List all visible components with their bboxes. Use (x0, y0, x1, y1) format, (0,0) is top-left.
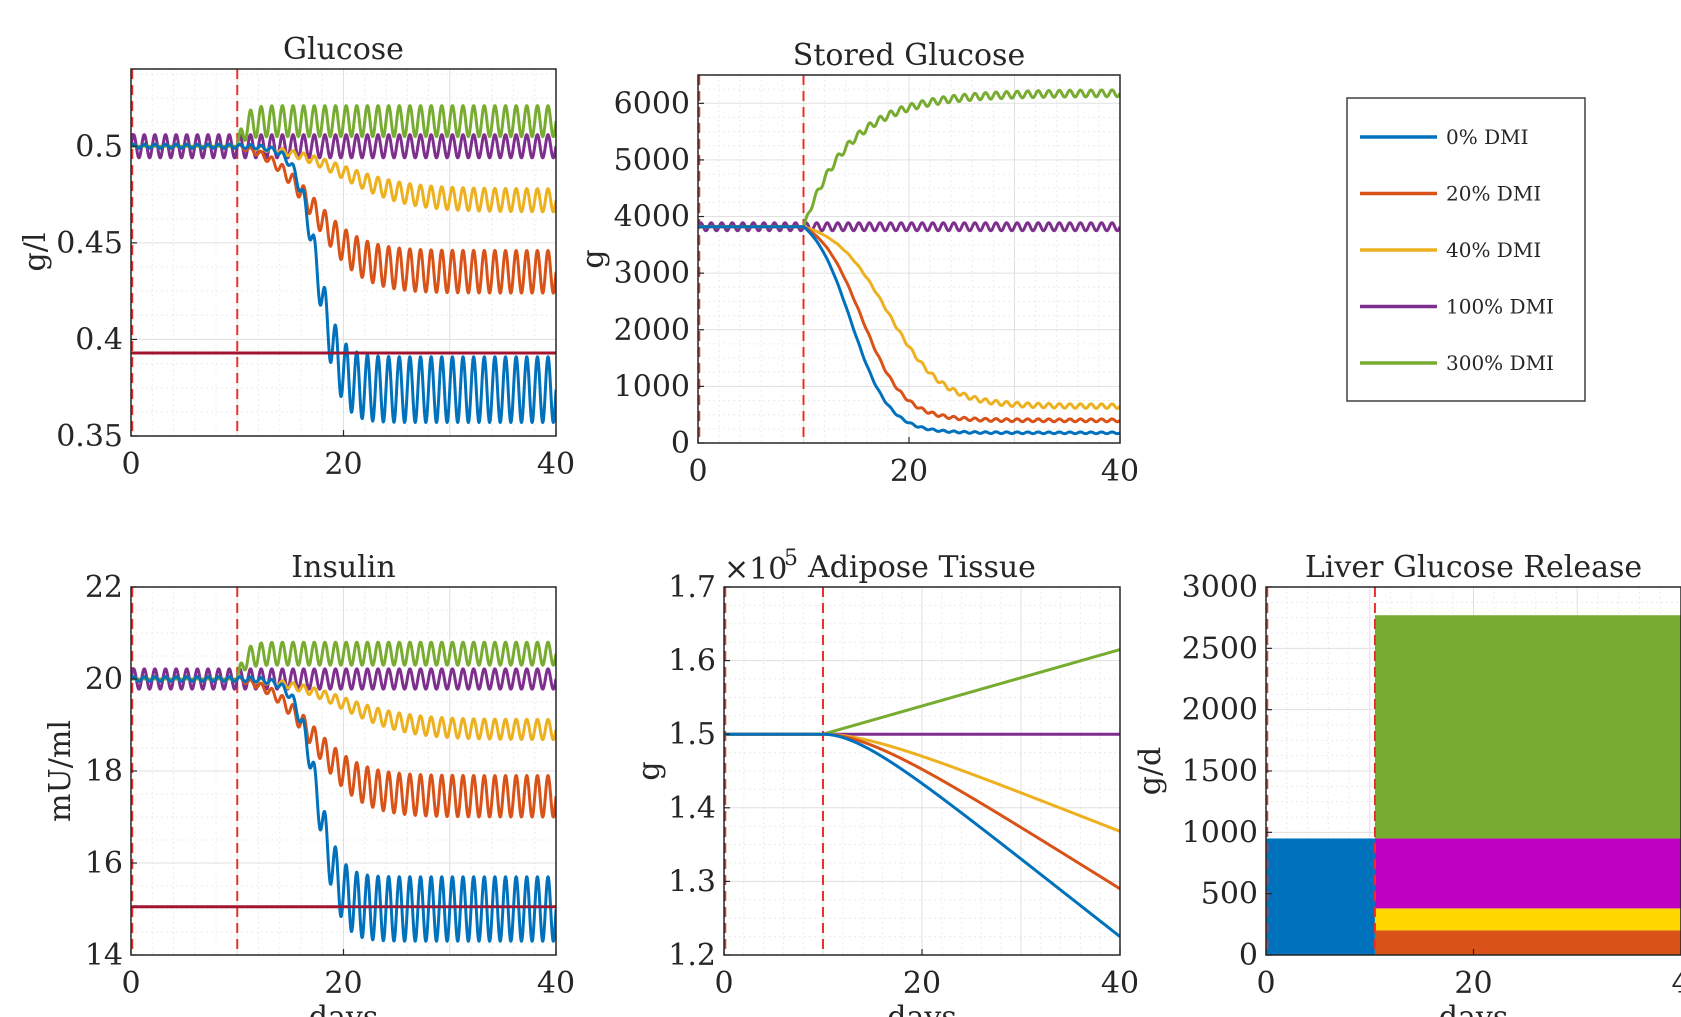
y-tick-label: 1.3 (668, 864, 716, 899)
panel-insulin: Insulin 0 20 40 14 16 18 20 22 days mU/ml (43, 550, 575, 1017)
y-tick-label: 500 (1201, 877, 1258, 912)
plot-content (1266, 587, 1681, 955)
x-tick-label: 40 (537, 447, 575, 482)
legend-label: 300% DMI (1446, 351, 1554, 375)
plot-content (131, 587, 556, 955)
x-tick-label: 0 (121, 447, 140, 482)
legend-label: 40% DMI (1446, 238, 1541, 262)
x-tick-label: 0 (1256, 966, 1275, 1001)
panel-glucose: Glucose 0 20 40 0.35 0.4 0.45 0.5 g/l (18, 32, 575, 482)
plot-content (724, 587, 1120, 955)
legend-items: 0% DMI 20% DMI 40% DMI 100% DMI 300% DMI (1360, 125, 1554, 375)
y-tick-label: 0 (671, 426, 690, 461)
y-tick-label: 2000 (614, 313, 690, 348)
y-tick-label: 0.5 (75, 129, 123, 164)
x-tick-label: 20 (1454, 966, 1492, 1001)
legend-label: 100% DMI (1446, 295, 1554, 319)
x-axis-label: days (1439, 1000, 1508, 1017)
chart-title: Glucose (283, 32, 404, 67)
legend-label: 20% DMI (1446, 182, 1541, 206)
area-band-0 (1374, 930, 1681, 955)
x-tick-label: 20 (324, 966, 362, 1001)
series-line-100-dmi (131, 133, 556, 160)
legend: 0% DMI 20% DMI 40% DMI 100% DMI 300% DMI (1346, 97, 1586, 402)
plot-content (131, 69, 556, 436)
chart-title: Insulin (291, 550, 395, 585)
series-line-0-dmi (724, 732, 1120, 938)
y-axis-label: g/l (18, 233, 53, 272)
series-line-100-dmi (131, 667, 556, 691)
y-tick-label: 3000 (614, 256, 690, 291)
y-tick-label: 0.45 (56, 226, 123, 261)
y-tick-label: 0.4 (75, 322, 123, 357)
y-exponent-label: ×10 (724, 552, 787, 587)
x-tick-label: 20 (324, 447, 362, 482)
x-axis-label: days (887, 1000, 956, 1017)
x-tick-label: 20 (903, 966, 941, 1001)
y-tick-label: 2000 (1182, 693, 1258, 728)
x-axis-label: days (309, 1000, 378, 1017)
y-tick-label: 1.2 (668, 938, 716, 973)
x-tick-label: 40 (537, 966, 575, 1001)
x-tick-label: 0 (121, 966, 140, 1001)
legend-label: 0% DMI (1446, 125, 1529, 149)
y-tick-label: 1.5 (668, 717, 716, 752)
y-tick-label: 1.4 (668, 791, 716, 826)
x-tick-label: 0 (714, 966, 733, 1001)
area-before-intervention (1266, 838, 1375, 955)
y-tick-label: 1.6 (668, 644, 716, 679)
series-line-0-dmi (131, 675, 556, 943)
y-tick-label: 2500 (1182, 631, 1258, 666)
y-tick-label: 0.35 (56, 419, 123, 454)
y-tick-label: 6000 (614, 86, 690, 121)
y-tick-label: 20 (85, 662, 123, 697)
chart-title: Stored Glucose (793, 38, 1025, 73)
x-tick-label: 4 (1671, 966, 1681, 1001)
x-tick-label: 40 (1101, 966, 1139, 1001)
y-tick-label: 18 (85, 754, 123, 789)
panel-stored: Stored Glucose 0 20 40 0 1000 2000 3000 4000 5000… (576, 38, 1139, 489)
panel-adipose: Adipose Tissue 0 20 40 1.2 1.3 1.4 1.5 1.6 1.7 day… (632, 546, 1139, 1017)
y-axis-label: mU/ml (43, 720, 78, 822)
y-tick-label: 3000 (1182, 570, 1258, 605)
chart-title: Adipose Tissue (807, 550, 1036, 585)
y-tick-label: 22 (85, 570, 123, 605)
x-tick-label: 40 (1101, 454, 1139, 489)
series-line-100-dmi (698, 221, 1120, 233)
panel-liver: Liver Glucose Release0204050010001500200… (1133, 550, 1681, 1017)
plot-content (698, 75, 1120, 443)
y-tick-label: 4000 (614, 200, 690, 235)
y-tick-label: 14 (85, 938, 123, 973)
chart-title: Liver Glucose Release (1305, 550, 1642, 585)
area-band-3 (1374, 615, 1681, 839)
y-tick-label: 1000 (1182, 815, 1258, 850)
y-tick-label: 1000 (614, 369, 690, 404)
y-tick-label: 5000 (614, 143, 690, 178)
y-tick-label: 0 (1239, 938, 1258, 973)
y-tick-label: 1500 (1182, 754, 1258, 789)
area-band-2 (1374, 838, 1681, 909)
y-axis-label: g (576, 249, 611, 268)
series-line-0-dmi (698, 225, 1120, 436)
y-tick-label: 16 (85, 846, 123, 881)
series-line-0-dmi (131, 142, 556, 424)
y-axis-label: g/d (1133, 747, 1168, 796)
y-exponent-power: 5 (784, 546, 798, 571)
x-tick-label: 20 (890, 454, 928, 489)
y-tick-label: 1.7 (668, 570, 716, 605)
area-band-1 (1374, 908, 1681, 931)
x-tick-label: 0 (688, 454, 707, 489)
y-axis-label: g (632, 761, 667, 780)
